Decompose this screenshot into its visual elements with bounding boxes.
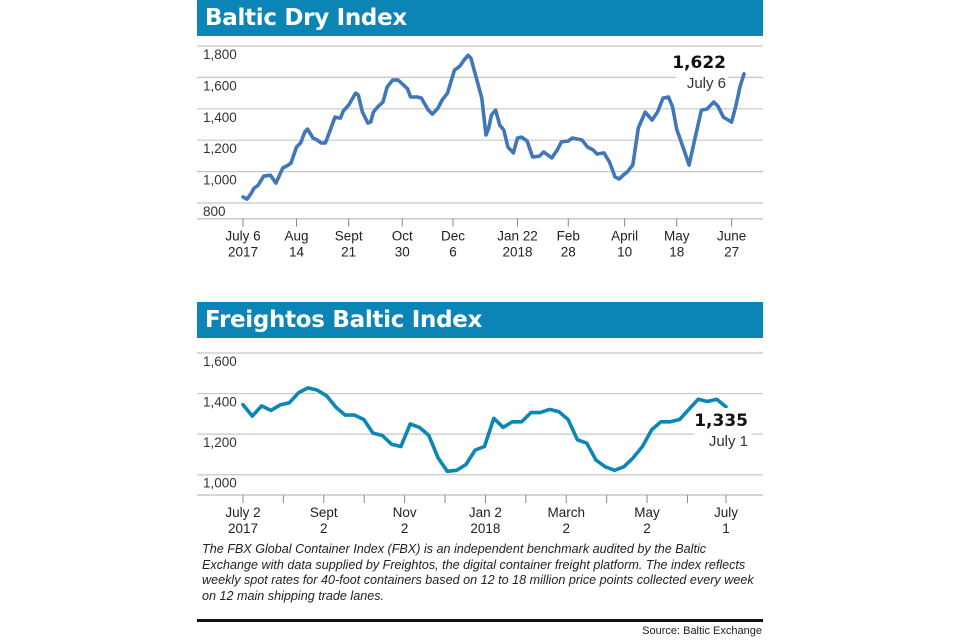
x-tick-label: 18 <box>669 245 684 260</box>
x-tick-label: Sept <box>310 505 338 520</box>
y-tick-label: 800 <box>203 204 226 219</box>
x-tick-label: May <box>634 505 660 520</box>
x-tick-label: 2018 <box>502 245 532 260</box>
divider-rule <box>197 619 763 622</box>
x-tick-label: Aug <box>285 229 309 244</box>
x-tick-label: April <box>611 229 638 244</box>
x-tick-label: 2017 <box>228 245 258 260</box>
x-tick-label: 1 <box>722 521 730 536</box>
x-tick-label: 2 <box>401 521 409 536</box>
y-tick-label: 1,200 <box>203 141 237 156</box>
latest-date-label: July 6 <box>687 75 726 92</box>
x-tick-label: 2017 <box>228 521 258 536</box>
x-tick-label: July <box>714 505 738 520</box>
annotation-background <box>694 408 752 450</box>
latest-date-label: July 1 <box>709 433 748 450</box>
x-tick-label: 21 <box>341 245 356 260</box>
y-tick-label: 1,800 <box>203 47 237 62</box>
y-tick-label: 1,000 <box>203 476 237 491</box>
x-tick-label: 10 <box>617 245 632 260</box>
x-tick-label: Feb <box>557 229 580 244</box>
annotation-background <box>676 50 728 92</box>
chart-title-freightos-baltic-index: Freightos Baltic Index <box>197 302 763 338</box>
x-tick-label: 2018 <box>470 521 500 536</box>
x-tick-label: Oct <box>392 229 413 244</box>
latest-value-label: 1,622 <box>672 53 726 73</box>
chart-footnote: The FBX Global Container Index (FBX) is … <box>202 542 754 603</box>
x-tick-label: July 6 <box>225 229 260 244</box>
x-tick-label: 2 <box>320 521 328 536</box>
x-tick-label: 30 <box>395 245 410 260</box>
latest-value-label: 1,335 <box>694 411 748 431</box>
y-tick-label: 1,200 <box>203 435 237 450</box>
chart-title-baltic-dry-index: Baltic Dry Index <box>197 0 763 36</box>
x-tick-label: May <box>664 229 690 244</box>
x-tick-label: Sept <box>335 229 363 244</box>
x-tick-label: Jan 22 <box>497 229 538 244</box>
x-tick-label: July 2 <box>225 505 260 520</box>
y-tick-label: 1,400 <box>203 395 237 410</box>
series-line <box>241 386 728 474</box>
x-tick-label: 14 <box>289 245 305 260</box>
x-tick-label: 27 <box>724 245 739 260</box>
x-tick-label: Jan 2 <box>469 505 502 520</box>
x-tick-label: Nov <box>393 505 417 520</box>
y-tick-label: 1,600 <box>203 78 237 93</box>
y-tick-label: 1,400 <box>203 110 237 125</box>
y-tick-label: 1,000 <box>203 173 237 188</box>
x-tick-label: March <box>547 505 585 520</box>
x-tick-label: 2 <box>643 521 651 536</box>
x-tick-label: June <box>717 229 746 244</box>
series-line <box>241 53 746 201</box>
x-tick-label: 28 <box>561 245 576 260</box>
x-tick-label: 6 <box>449 245 457 260</box>
y-tick-label: 1,600 <box>203 354 237 369</box>
x-tick-label: Dec <box>441 229 465 244</box>
x-tick-label: 2 <box>562 521 570 536</box>
source-credit: Source: Baltic Exchange <box>642 625 762 637</box>
